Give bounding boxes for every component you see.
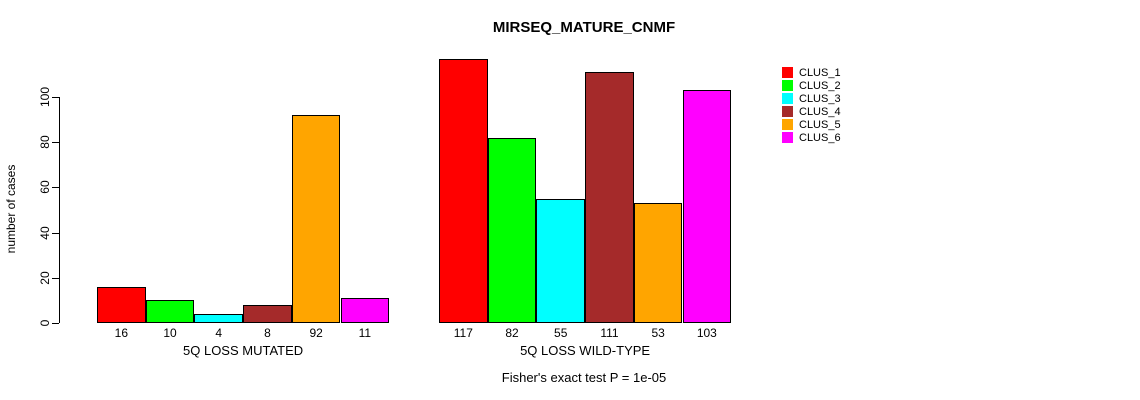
bar-clus-6-5q-loss-wild-type: [682, 90, 732, 323]
legend: CLUS_1 CLUS_2 CLUS_3 CLUS_4 CLUS_5 CLUS_6: [782, 66, 841, 144]
legend-row-clus-1: CLUS_1: [782, 66, 841, 79]
bar-clus-1-5q-loss-wild-type: [439, 58, 488, 323]
legend-label-clus-4: CLUS_4: [799, 105, 841, 118]
legend-row-clus-3: CLUS_3: [782, 92, 841, 105]
group-label-5q-loss-wild-type: 5Q LOSS WILD-TYPE: [520, 343, 651, 358]
y-tick-label-40: 40: [38, 225, 52, 240]
legend-row-clus-4: CLUS_4: [782, 105, 841, 118]
y-tick-label-100: 100: [38, 86, 52, 108]
y-tick-mark-60: [52, 187, 59, 189]
y-tick-label-80: 80: [38, 135, 52, 149]
legend-swatch-clus-1: [782, 67, 793, 78]
bar-clus-4-5q-loss-mutated: [243, 304, 292, 323]
legend-label-clus-1: CLUS_1: [799, 66, 841, 79]
bar-clus-6-5q-loss-mutated: [340, 298, 390, 323]
y-tick-mark-40: [52, 232, 59, 234]
legend-label-clus-6: CLUS_6: [799, 131, 841, 144]
group-label-5q-loss-mutated: 5Q LOSS MUTATED: [183, 343, 304, 358]
bar-value-clus-1-5q-loss-mutated: 16: [114, 326, 129, 340]
y-tick-mark-100: [52, 97, 59, 98]
y-tick-label-20: 20: [38, 271, 52, 285]
legend-label-clus-5: CLUS_5: [799, 118, 841, 131]
bar-value-clus-3-5q-loss-mutated: 4: [215, 326, 223, 340]
bar-clus-3-5q-loss-mutated: [194, 313, 244, 323]
legend-row-clus-2: CLUS_2: [782, 79, 841, 92]
y-tick-label-0: 0: [38, 319, 52, 327]
legend-label-clus-2: CLUS_2: [799, 79, 841, 92]
legend-row-clus-5: CLUS_5: [782, 118, 841, 131]
legend-swatch-clus-4: [782, 106, 793, 117]
bar-clus-3-5q-loss-wild-type: [536, 198, 586, 323]
bar-clus-1-5q-loss-mutated: [97, 286, 146, 323]
y-tick-label-60: 60: [38, 180, 52, 195]
bar-clus-2-5q-loss-mutated: [145, 300, 195, 323]
bar-value-clus-5-5q-loss-wild-type: 53: [651, 326, 665, 340]
bar-value-clus-4-5q-loss-wild-type: 111: [600, 326, 619, 340]
fisher-test-annotation: Fisher's exact test P = 1e-05: [501, 370, 667, 385]
bar-clus-2-5q-loss-wild-type: [487, 137, 537, 323]
legend-swatch-clus-3: [782, 93, 793, 104]
legend-swatch-clus-5: [782, 119, 793, 130]
legend-swatch-clus-2: [782, 80, 793, 91]
bar-value-clus-2-5q-loss-mutated: 10: [163, 326, 177, 340]
bar-clus-5-5q-loss-wild-type: [633, 203, 683, 323]
bar-value-clus-1-5q-loss-wild-type: 117: [453, 326, 473, 340]
bar-value-clus-6-5q-loss-wild-type: 103: [696, 326, 717, 340]
bar-clus-4-5q-loss-wild-type: [585, 72, 634, 323]
y-axis-line: [59, 97, 60, 323]
y-tick-mark-80: [52, 142, 59, 144]
bar-value-clus-4-5q-loss-mutated: 8: [264, 326, 271, 340]
bar-value-clus-3-5q-loss-wild-type: 55: [554, 326, 568, 340]
y-tick-mark-0: [52, 323, 59, 324]
bar-value-clus-5-5q-loss-mutated: 92: [309, 326, 323, 340]
y-axis-label: number of cases: [4, 164, 18, 254]
chart-title: MIRSEQ_MATURE_CNMF: [492, 19, 676, 36]
bar-value-clus-6-5q-loss-mutated: 11: [358, 326, 372, 340]
bar-clus-5-5q-loss-mutated: [291, 115, 341, 323]
y-tick-mark-20: [52, 277, 59, 279]
legend-swatch-clus-6: [782, 132, 793, 143]
legend-row-clus-6: CLUS_6: [782, 131, 841, 144]
bar-value-clus-2-5q-loss-wild-type: 82: [505, 326, 519, 340]
legend-label-clus-3: CLUS_3: [799, 92, 841, 105]
